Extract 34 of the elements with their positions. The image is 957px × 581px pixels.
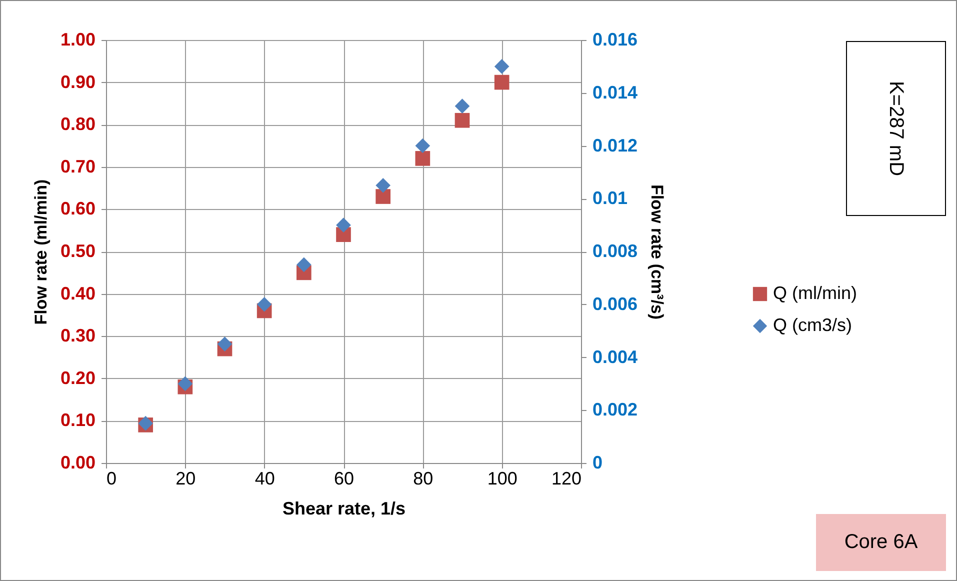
legend-label: Q (ml/min)	[773, 283, 857, 303]
x-tick-label: 120	[551, 468, 582, 488]
y2-tick-label: 0.004	[592, 346, 638, 367]
x-tick-label: 40	[254, 468, 275, 488]
y-tick-label: 0.90	[60, 72, 96, 92]
y2-tick-label: 0.012	[592, 135, 638, 156]
x-tick-label: 60	[334, 468, 354, 488]
y-tick-label: 0.60	[60, 198, 96, 219]
y-tick-label: 0.50	[60, 241, 96, 261]
x-tick-label: 100	[487, 468, 518, 488]
y-tick-label: 0.10	[60, 410, 96, 430]
y2-tick-label: 0.008	[592, 241, 638, 261]
x-axis-title: Shear rate, 1/s	[282, 498, 406, 518]
y-tick-label: 0.00	[60, 452, 96, 472]
y-tick-label: 0.30	[60, 326, 96, 346]
x-tick-label: 20	[176, 468, 196, 488]
y2-tick-label: 0.016	[592, 30, 638, 50]
x-tick-label: 0	[106, 468, 117, 488]
y2-tick-label: 0.014	[592, 82, 638, 102]
y2-axis-title: Flow rate (cm³/s)	[648, 184, 667, 320]
y-tick-label: 0.40	[60, 283, 96, 304]
text: K=287 mD	[884, 80, 908, 176]
y2-tick-label: 0	[592, 452, 603, 472]
legend-label: Q (cm3/s)	[773, 315, 852, 335]
y2-tick-label: 0.01	[592, 188, 628, 208]
y2-tick-label: 0.002	[592, 400, 638, 420]
y-tick-label: 0.70	[60, 156, 96, 176]
y-tick-label: 0.20	[60, 368, 96, 388]
y-tick-label: 0.80	[60, 114, 96, 134]
text: Core 6A	[844, 531, 918, 554]
y2-tick-label: 0.006	[592, 294, 638, 314]
y-axis-title: Flow rate (ml/min)	[31, 179, 50, 325]
x-tick-label: 80	[413, 468, 434, 488]
y-tick-label: 1.00	[60, 30, 96, 50]
